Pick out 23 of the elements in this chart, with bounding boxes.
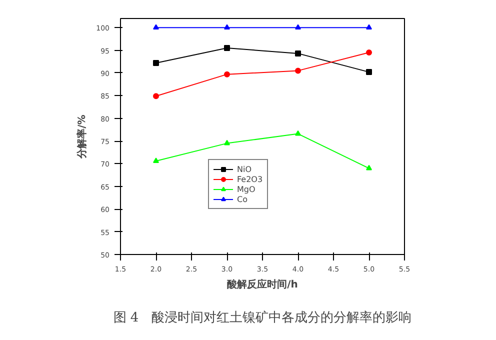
- legend-label: Fe2O3: [237, 174, 263, 184]
- y-axis-title: 分解率/%: [76, 114, 88, 160]
- point: [224, 71, 230, 78]
- point: [224, 140, 230, 146]
- point: [366, 50, 372, 56]
- point: [153, 24, 159, 30]
- point: [295, 130, 301, 136]
- x-axis-title: 酸解反应时间/h: [227, 278, 298, 290]
- point: [295, 24, 301, 30]
- point: [224, 24, 230, 30]
- point: [366, 69, 372, 76]
- point: [153, 93, 159, 100]
- legend-label: Co: [237, 194, 248, 204]
- legend-label: MgO: [237, 184, 256, 194]
- point: [366, 24, 372, 30]
- point: [153, 158, 159, 163]
- point: [366, 164, 372, 170]
- point: [224, 45, 230, 51]
- point: [295, 68, 301, 74]
- point: [153, 60, 159, 66]
- legend-label: NiO: [237, 164, 253, 174]
- point: [295, 50, 301, 56]
- caption: 图 4 酸浸时间对红土镍矿中各成分的分解率的影响: [113, 310, 412, 326]
